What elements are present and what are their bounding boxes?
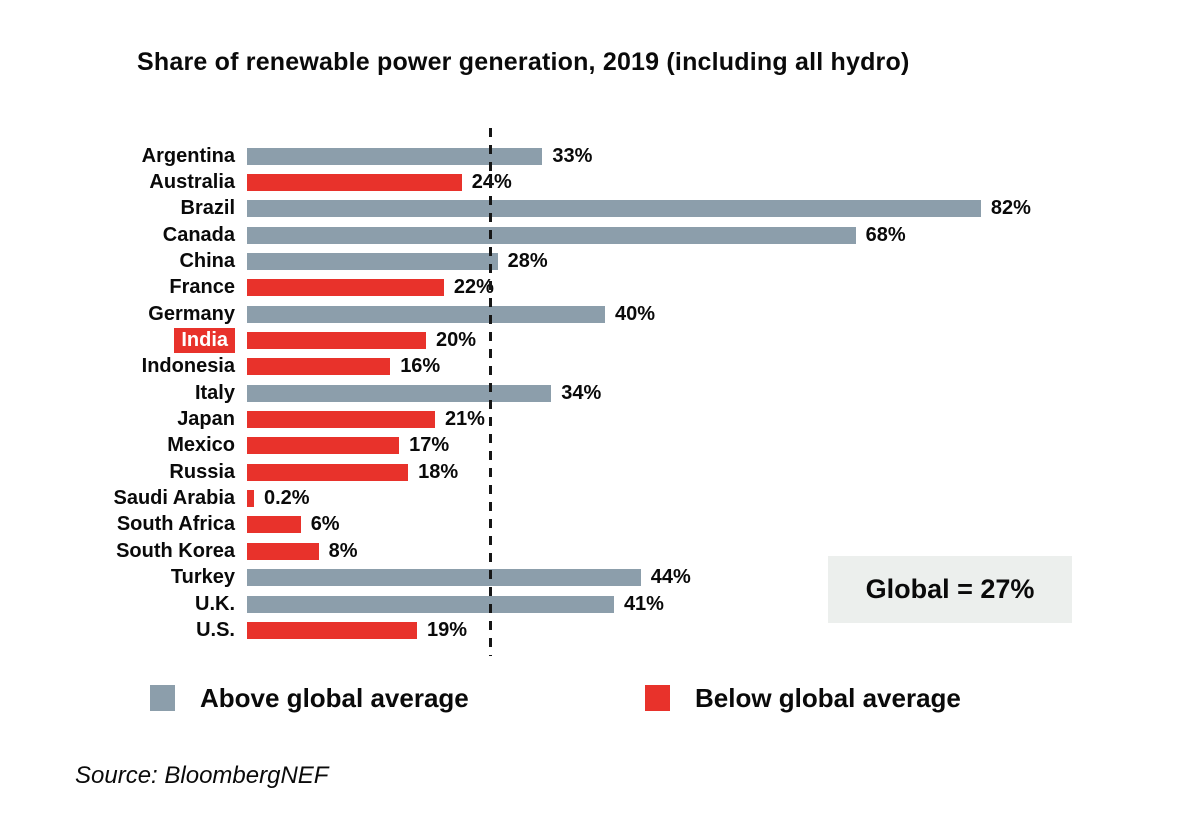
bar-above-average xyxy=(247,200,981,218)
country-label: Turkey xyxy=(170,566,235,589)
bar-row: Indonesia 16% xyxy=(0,354,1200,380)
bar-row: Brazil 82% xyxy=(0,196,1200,222)
country-label: Saudi Arabia xyxy=(113,487,235,510)
country-label: France xyxy=(169,276,235,299)
country-label: China xyxy=(179,250,235,273)
bar-below-average xyxy=(247,463,409,481)
bar-row: Mexico 17% xyxy=(0,433,1200,459)
country-label: Russia xyxy=(169,460,235,483)
bar-row: India 20% xyxy=(0,327,1200,354)
country-label: India xyxy=(0,328,235,354)
country-label: Germany xyxy=(148,302,235,325)
bar-below-average xyxy=(247,621,418,639)
legend-label-below: Below global average xyxy=(695,682,961,713)
value-label: 44% xyxy=(650,566,691,589)
value-label: 41% xyxy=(623,592,664,615)
bar-above-average xyxy=(247,253,498,271)
legend-item-above: Above global average xyxy=(150,683,469,713)
bar-row: Turkey 44% xyxy=(0,565,1200,591)
bar-row: Germany 40% xyxy=(0,301,1200,327)
value-label: 28% xyxy=(507,250,548,273)
value-label: 16% xyxy=(400,355,441,378)
value-label: 8% xyxy=(328,539,358,562)
bar-below-average xyxy=(247,174,462,192)
bar-above-average xyxy=(247,384,552,402)
bar-row: Australia 24% xyxy=(0,169,1200,195)
bar-below-average xyxy=(247,542,319,560)
source-credit: Source: BloombergNEF xyxy=(75,762,329,789)
bar-row: Italy 34% xyxy=(0,380,1200,406)
value-label: 22% xyxy=(453,276,494,299)
value-label: 20% xyxy=(436,329,477,352)
bar-row: U.S. 19% xyxy=(0,617,1200,643)
bar-row: Japan 21% xyxy=(0,406,1200,432)
value-label: 0.2% xyxy=(264,487,310,510)
bar-above-average xyxy=(247,305,605,323)
legend-item-below: Below global average xyxy=(645,683,961,713)
country-label: Australia xyxy=(149,171,235,194)
bar-above-average xyxy=(247,595,614,613)
country-label: Italy xyxy=(194,381,235,404)
value-label: 82% xyxy=(990,197,1031,220)
legend-label-above: Above global average xyxy=(200,682,469,713)
bar-above-average xyxy=(247,226,856,244)
value-label: 6% xyxy=(310,513,340,536)
value-label: 40% xyxy=(615,302,656,325)
bar-below-average xyxy=(247,490,254,508)
bar-below-average xyxy=(247,358,391,376)
above-average-swatch-icon xyxy=(150,685,175,711)
bar-below-average xyxy=(247,516,301,534)
value-label: 18% xyxy=(418,460,459,483)
value-label: 21% xyxy=(444,408,485,431)
country-label: U.S. xyxy=(196,618,235,641)
bar-row: France 22% xyxy=(0,275,1200,301)
value-label: 19% xyxy=(427,618,468,641)
bar-below-average xyxy=(247,332,426,350)
global-average-callout: Global = 27% xyxy=(828,556,1072,623)
value-label: 34% xyxy=(561,381,602,404)
bar-below-average xyxy=(247,437,400,455)
bar-row: Canada 68% xyxy=(0,222,1200,248)
country-label: Brazil xyxy=(180,197,235,220)
bar-row: U.K. 41% xyxy=(0,591,1200,617)
below-average-swatch-icon xyxy=(645,685,670,711)
highlighted-country-label: India xyxy=(174,328,235,354)
bar-below-average xyxy=(247,279,444,297)
value-label: 33% xyxy=(552,144,593,167)
bar-row: Russia 18% xyxy=(0,459,1200,485)
country-label: Indonesia xyxy=(141,355,235,378)
chart-title: Share of renewable power generation, 201… xyxy=(137,48,910,76)
country-label: Argentina xyxy=(141,144,235,167)
bar-rows: Argentina 33% Australia 24% Brazil 82% Canada 6… xyxy=(0,143,1200,644)
country-label: South Korea xyxy=(116,539,235,562)
value-label: 68% xyxy=(865,223,906,246)
bar-row: China 28% xyxy=(0,248,1200,274)
country-label: U.K. xyxy=(195,592,235,615)
global-average-reference-line xyxy=(488,128,492,656)
value-label: 17% xyxy=(409,434,450,457)
value-label: 24% xyxy=(471,171,512,194)
bar-above-average xyxy=(247,569,641,587)
bar-below-average xyxy=(247,411,435,429)
country-label: Canada xyxy=(162,223,235,246)
legend: Above global average Below global averag… xyxy=(0,683,1200,713)
country-label: Mexico xyxy=(167,434,235,457)
country-label: Japan xyxy=(177,408,235,431)
bar-row: South Korea 8% xyxy=(0,538,1200,564)
bar-above-average xyxy=(247,147,543,165)
bar-row: Saudi Arabia 0.2% xyxy=(0,485,1200,511)
bar-chart: Argentina 33% Australia 24% Brazil 82% Canada 6… xyxy=(0,143,1200,644)
bar-row: South Africa 6% xyxy=(0,512,1200,538)
country-label: South Africa xyxy=(116,513,235,536)
bar-row: Argentina 33% xyxy=(0,143,1200,169)
